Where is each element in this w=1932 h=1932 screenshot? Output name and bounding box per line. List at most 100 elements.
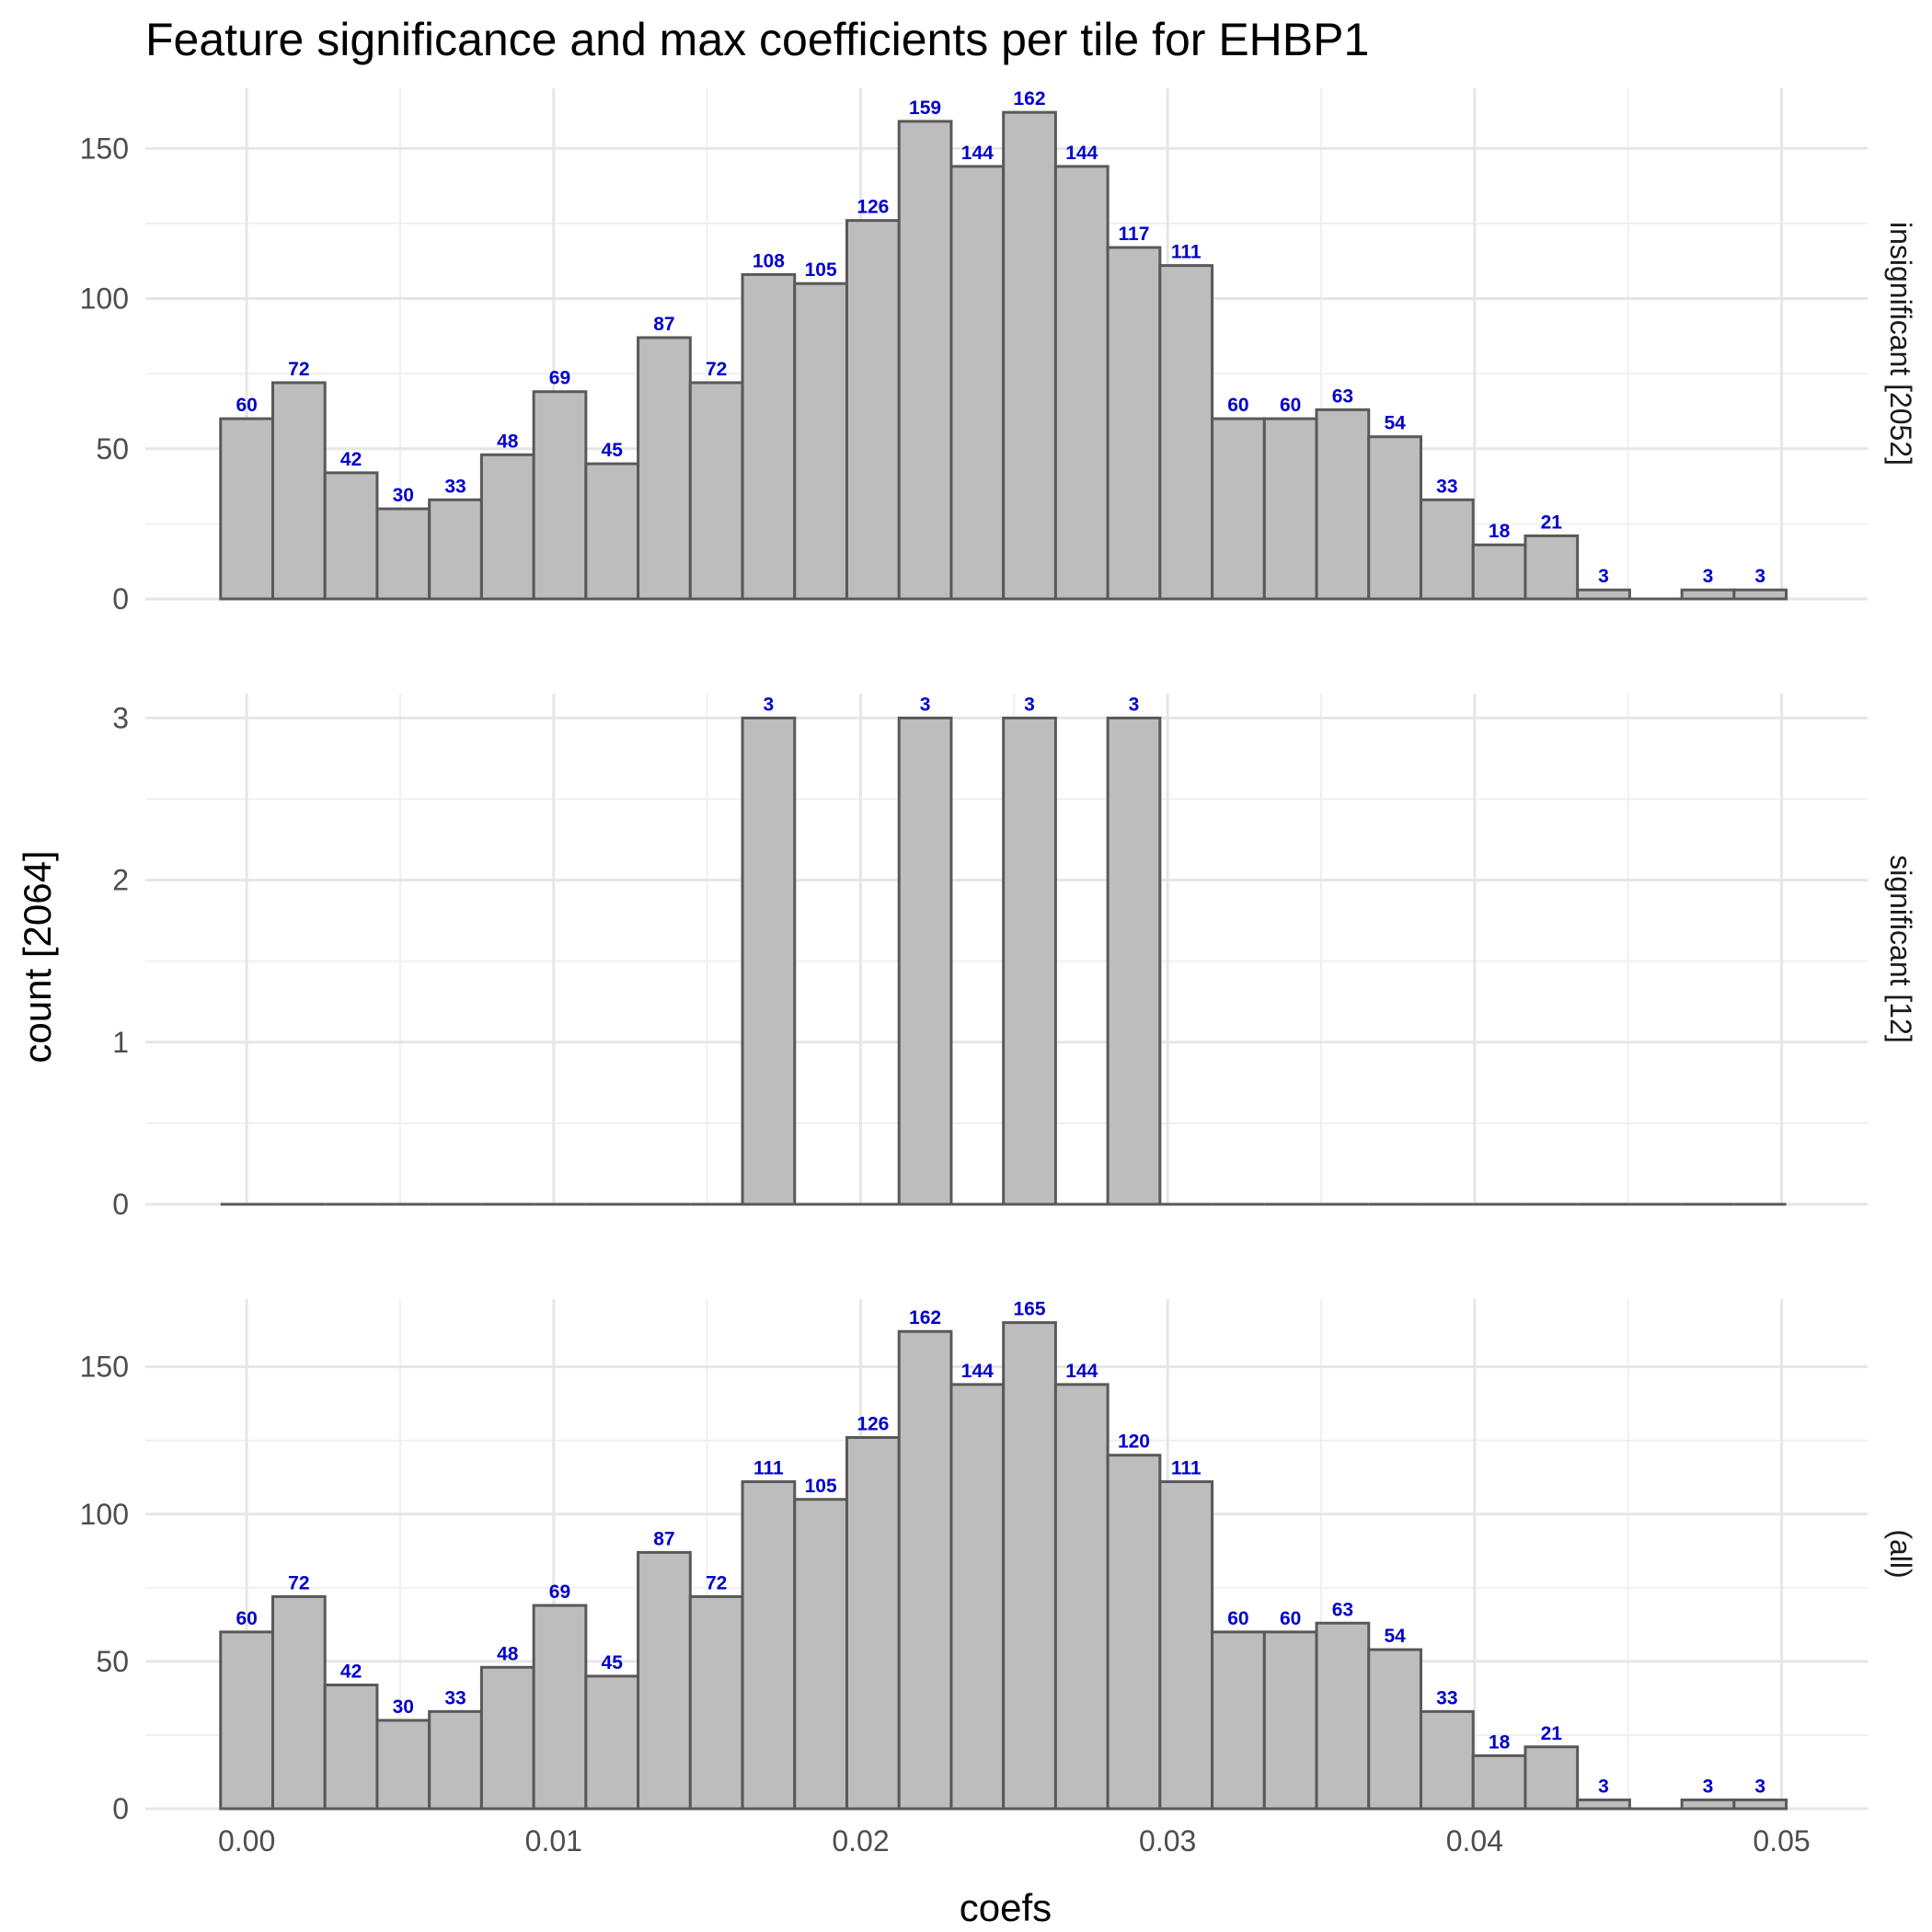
histogram-bar — [637, 336, 692, 601]
histogram-bar — [1576, 1798, 1631, 1811]
histogram-bar — [1053, 165, 1110, 601]
bar-count-label: 33 — [444, 476, 466, 497]
y-tick-label: 150 — [80, 1351, 129, 1384]
bar-count-label: 60 — [1280, 1608, 1301, 1629]
bar-count-label: 21 — [1541, 1723, 1563, 1744]
bar-count-label: 105 — [805, 1476, 837, 1497]
histogram-bar — [219, 417, 274, 601]
histogram-bar — [1732, 588, 1788, 601]
histogram-bar — [637, 1550, 692, 1811]
histogram-bar — [1262, 1630, 1318, 1811]
histogram-bar — [688, 1594, 744, 1811]
bar-count-label: 105 — [805, 259, 837, 281]
histogram-bar — [1576, 588, 1631, 601]
histogram-bar — [741, 1480, 797, 1811]
histogram-bar — [1211, 417, 1266, 601]
bar-count-label: 159 — [909, 98, 941, 119]
x-tick-label: 0.01 — [525, 1824, 582, 1857]
bar-count-label: 60 — [236, 1608, 257, 1629]
bar-count-label: 126 — [857, 1414, 889, 1435]
bar-count-label: 72 — [706, 1572, 727, 1593]
y-tick-label: 1 — [112, 1026, 129, 1059]
bar-count-label: 165 — [1014, 1299, 1046, 1320]
histogram-bar — [1158, 264, 1214, 601]
bar-count-label: 18 — [1489, 1731, 1511, 1753]
x-tick-label: 0.05 — [1753, 1824, 1810, 1857]
x-axis-title: coefs — [960, 1886, 1052, 1929]
histogram-bar — [584, 462, 640, 601]
bar-count-label: 69 — [549, 1581, 570, 1603]
histogram-bar — [1732, 1798, 1788, 1811]
bar-count-label: 108 — [753, 250, 785, 271]
bar-count-label: 60 — [236, 395, 257, 416]
histogram-bar — [1002, 110, 1057, 601]
histogram-bar — [897, 1329, 953, 1811]
bar-count-label: 60 — [1227, 395, 1248, 416]
y-tick-label: 50 — [96, 432, 129, 466]
histogram-bar — [741, 272, 797, 601]
bar-count-label: 3 — [1598, 566, 1609, 587]
histogram-bar — [1002, 716, 1057, 1206]
histogram-bar — [1419, 498, 1475, 601]
y-tick-label: 0 — [112, 1188, 129, 1221]
histogram-bar — [1106, 1454, 1162, 1811]
histogram-bar — [897, 716, 953, 1206]
histogram-bar — [1524, 1745, 1580, 1811]
bar-count-label: 48 — [497, 431, 519, 452]
bar-count-label: 18 — [1489, 521, 1511, 542]
bar-count-label: 3 — [920, 694, 931, 715]
bar-count-label: 33 — [1436, 476, 1457, 497]
histogram-bar — [1367, 435, 1422, 601]
y-tick-label: 2 — [112, 864, 129, 897]
bar-count-label: 63 — [1332, 1599, 1353, 1620]
bar-count-label: 3 — [1598, 1776, 1609, 1797]
histogram-bar — [1680, 588, 1736, 601]
histogram-bar — [1002, 1321, 1057, 1811]
bar-count-label: 3 — [1754, 566, 1765, 587]
y-tick-label: 100 — [80, 282, 129, 316]
bar-count-label: 87 — [653, 1528, 674, 1549]
y-tick-label: 100 — [80, 1498, 129, 1531]
histogram-bar — [1471, 543, 1527, 601]
bar-count-label: 3 — [1754, 1776, 1765, 1797]
bar-count-label: 144 — [961, 1361, 994, 1382]
bar-count-label: 3 — [1703, 1776, 1714, 1797]
histogram-bar — [270, 381, 327, 601]
bar-count-label: 69 — [549, 368, 570, 389]
histogram-bar — [1053, 1383, 1110, 1811]
bar-count-label: 45 — [602, 440, 624, 461]
chart-title: Feature significance and max coefficient… — [145, 14, 1369, 65]
bar-count-label: 60 — [1227, 1608, 1248, 1629]
histogram-bar — [1680, 1798, 1736, 1811]
histogram-bar — [479, 1665, 535, 1811]
bar-count-label: 72 — [706, 359, 727, 380]
bar-count-label: 3 — [1703, 566, 1714, 587]
histogram-bar — [532, 390, 588, 601]
x-tick-label: 0.04 — [1446, 1824, 1503, 1857]
histogram-bar — [1211, 1630, 1266, 1811]
bar-count-label: 144 — [1065, 1361, 1098, 1382]
facet-strip-label: insignificant [2052] — [1884, 222, 1917, 466]
histogram-bar — [1158, 1480, 1214, 1811]
histogram-bar — [270, 1594, 327, 1811]
histogram-bar — [1367, 1648, 1422, 1811]
bar-count-label: 54 — [1384, 413, 1406, 434]
histogram-bar — [1106, 246, 1162, 601]
y-tick-label: 50 — [96, 1645, 129, 1678]
histogram-bar — [845, 1436, 901, 1811]
bar-count-label: 126 — [857, 197, 889, 218]
bar-count-label: 33 — [1436, 1687, 1457, 1708]
histogram-bar — [949, 1383, 1006, 1811]
histogram-bar — [219, 1630, 274, 1811]
histogram-bar — [428, 1709, 483, 1811]
bar-count-label: 111 — [753, 1458, 784, 1479]
bar-count-label: 30 — [393, 485, 414, 506]
x-tick-label: 0.03 — [1139, 1824, 1196, 1857]
bar-count-label: 162 — [1014, 88, 1046, 109]
histogram-bar — [428, 498, 483, 601]
bar-count-label: 3 — [1129, 694, 1140, 715]
bar-count-label: 63 — [1332, 385, 1353, 407]
